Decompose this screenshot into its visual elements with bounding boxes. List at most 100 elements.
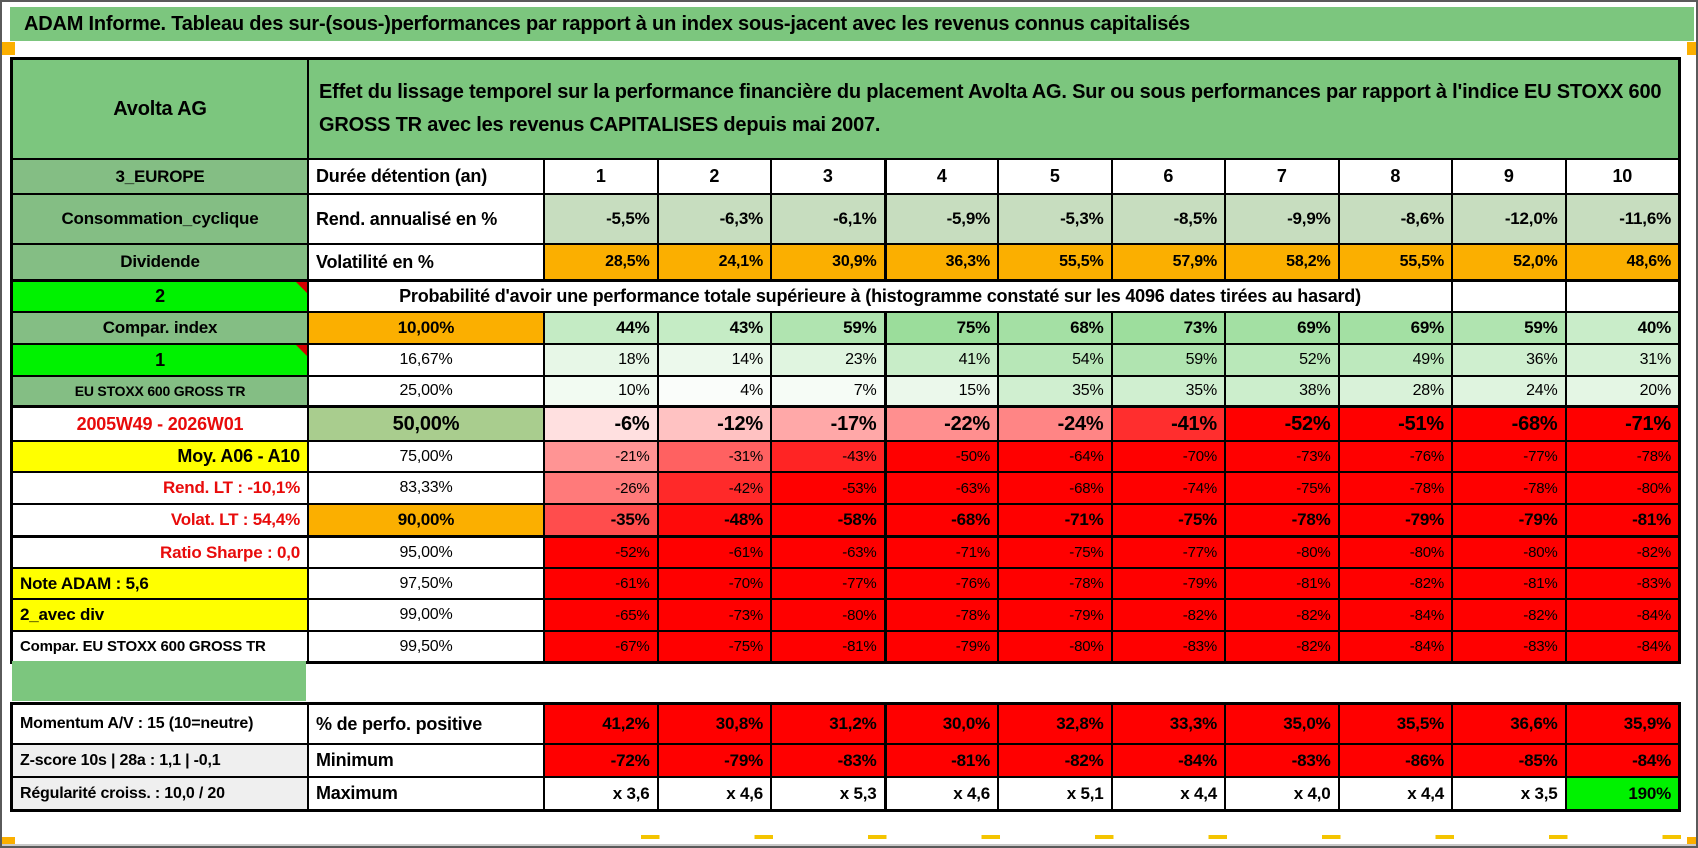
data-cell[interactable]: -61% — [544, 568, 658, 599]
data-cell[interactable]: -75% — [1111, 504, 1225, 537]
data-cell[interactable]: 57,9% — [1111, 244, 1225, 281]
stat-data-cell[interactable]: -84% — [1111, 744, 1225, 777]
data-cell[interactable]: -6,3% — [657, 194, 771, 244]
data-cell[interactable]: 30,9% — [771, 244, 885, 281]
data-cell[interactable]: 24,1% — [657, 244, 771, 281]
stat-data-cell[interactable]: x 4,6 — [657, 777, 771, 810]
data-cell[interactable]: 20% — [1565, 376, 1679, 407]
row-label[interactable]: Consommation_cyclique — [12, 194, 308, 244]
row-label[interactable]: Ratio Sharpe : 0,0 — [12, 537, 308, 568]
data-cell[interactable]: -42% — [657, 472, 771, 504]
row-label[interactable]: 2_avec div — [12, 599, 308, 631]
data-cell[interactable]: -8,6% — [1338, 194, 1452, 244]
data-cell[interactable]: -76% — [884, 568, 998, 599]
data-cell[interactable]: 58,2% — [1225, 244, 1339, 281]
data-cell[interactable]: 49% — [1338, 344, 1452, 376]
data-cell[interactable]: -21% — [544, 441, 658, 472]
data-cell[interactable]: -83% — [1565, 568, 1679, 599]
data-cell[interactable]: -17% — [771, 407, 885, 441]
data-cell[interactable]: -82% — [1225, 631, 1339, 662]
row-sublabel[interactable]: 99,00% — [308, 599, 544, 631]
data-cell[interactable]: -78% — [998, 568, 1112, 599]
data-cell[interactable]: -73% — [1225, 441, 1339, 472]
row-sublabel[interactable]: 10,00% — [308, 312, 544, 344]
data-cell[interactable]: -77% — [1111, 537, 1225, 568]
data-cell[interactable]: 55,5% — [998, 244, 1112, 281]
stat-row-label[interactable]: Régularité croiss. : 10,0 / 20 — [12, 777, 308, 810]
data-cell[interactable]: -9,9% — [1225, 194, 1339, 244]
data-cell[interactable]: -78% — [1452, 472, 1566, 504]
stat-row-label[interactable]: Momentum A/V : 15 (10=neutre) — [12, 704, 308, 744]
row-sublabel[interactable]: 83,33% — [308, 472, 544, 504]
row-sublabel[interactable]: 50,00% — [308, 407, 544, 441]
stat-data-cell[interactable]: -79% — [657, 744, 771, 777]
data-cell[interactable]: -48% — [657, 504, 771, 537]
data-cell[interactable]: -24% — [998, 407, 1112, 441]
data-cell[interactable]: -11,6% — [1565, 194, 1679, 244]
data-cell[interactable]: -80% — [1338, 537, 1452, 568]
stat-data-cell[interactable]: -72% — [544, 744, 658, 777]
data-cell[interactable]: -5,3% — [998, 194, 1112, 244]
stat-data-cell[interactable]: x 4,4 — [1338, 777, 1452, 810]
data-cell[interactable]: -77% — [1452, 441, 1566, 472]
data-cell[interactable]: -5,5% — [544, 194, 658, 244]
data-cell[interactable]: -41% — [1111, 407, 1225, 441]
stat-row-sublabel[interactable]: Minimum — [308, 744, 544, 777]
stat-data-cell[interactable]: -84% — [1565, 744, 1679, 777]
duration-header-cell[interactable]: Durée détention (an) — [308, 159, 544, 194]
year-column-header[interactable]: 5 — [998, 159, 1112, 194]
data-cell[interactable]: 24% — [1452, 376, 1566, 407]
data-cell[interactable]: -81% — [1565, 504, 1679, 537]
row-label[interactable]: Moy. A06 - A10 — [12, 441, 308, 472]
asset-name-cell[interactable]: Avolta AG — [12, 59, 308, 159]
row-label[interactable]: EU STOXX 600 GROSS TR — [12, 376, 308, 407]
row-sublabel[interactable]: 90,00% — [308, 504, 544, 537]
year-column-header[interactable]: 3 — [771, 159, 885, 194]
data-cell[interactable]: -43% — [771, 441, 885, 472]
data-cell[interactable]: -52% — [1225, 407, 1339, 441]
row-sublabel[interactable]: 95,00% — [308, 537, 544, 568]
row-label[interactable]: Note ADAM : 5,6 — [12, 568, 308, 599]
stat-data-cell[interactable]: 31,2% — [771, 704, 885, 744]
stat-data-cell[interactable]: x 5,1 — [998, 777, 1112, 810]
data-cell[interactable]: -70% — [657, 568, 771, 599]
stat-data-cell[interactable]: -86% — [1338, 744, 1452, 777]
year-column-header[interactable]: 2 — [657, 159, 771, 194]
data-cell[interactable]: -61% — [657, 537, 771, 568]
data-cell[interactable]: -68% — [998, 472, 1112, 504]
data-cell[interactable]: -79% — [1111, 568, 1225, 599]
stat-data-cell[interactable]: -82% — [998, 744, 1112, 777]
data-cell[interactable]: 43% — [657, 312, 771, 344]
data-cell[interactable]: -68% — [1452, 407, 1566, 441]
report-title[interactable]: ADAM Informe. Tableau des sur-(sous-)per… — [10, 7, 1694, 41]
stat-data-cell[interactable]: -83% — [771, 744, 885, 777]
data-cell[interactable]: -63% — [771, 537, 885, 568]
data-cell[interactable]: -5,9% — [884, 194, 998, 244]
data-cell[interactable]: -67% — [544, 631, 658, 662]
data-cell[interactable]: 28,5% — [544, 244, 658, 281]
data-cell[interactable]: -6,1% — [771, 194, 885, 244]
data-cell[interactable]: -63% — [884, 472, 998, 504]
row-label[interactable]: Rend. LT : -10,1% — [12, 472, 308, 504]
data-cell[interactable]: 38% — [1225, 376, 1339, 407]
data-cell[interactable]: -84% — [1338, 631, 1452, 662]
data-cell[interactable]: -78% — [884, 599, 998, 631]
data-cell[interactable]: -80% — [1452, 537, 1566, 568]
stat-data-cell[interactable]: x 3,6 — [544, 777, 658, 810]
year-column-header[interactable]: 10 — [1565, 159, 1679, 194]
merged-caption-cell[interactable]: Probabilité d'avoir une performance tota… — [308, 281, 1452, 312]
row-label[interactable]: 1 — [12, 344, 308, 376]
data-cell[interactable]: -79% — [1338, 504, 1452, 537]
data-cell[interactable]: -51% — [1338, 407, 1452, 441]
stat-data-cell[interactable]: 30,0% — [884, 704, 998, 744]
data-cell[interactable]: 69% — [1225, 312, 1339, 344]
data-cell[interactable]: -58% — [771, 504, 885, 537]
data-cell[interactable]: -68% — [884, 504, 998, 537]
stat-data-cell[interactable]: x 5,3 — [771, 777, 885, 810]
stat-data-cell[interactable]: 30,8% — [657, 704, 771, 744]
data-cell[interactable]: 14% — [657, 344, 771, 376]
stat-data-cell[interactable]: 41,2% — [544, 704, 658, 744]
data-cell[interactable]: 69% — [1338, 312, 1452, 344]
row-label[interactable]: Volat. LT : 54,4% — [12, 504, 308, 537]
data-cell[interactable]: -82% — [1565, 537, 1679, 568]
